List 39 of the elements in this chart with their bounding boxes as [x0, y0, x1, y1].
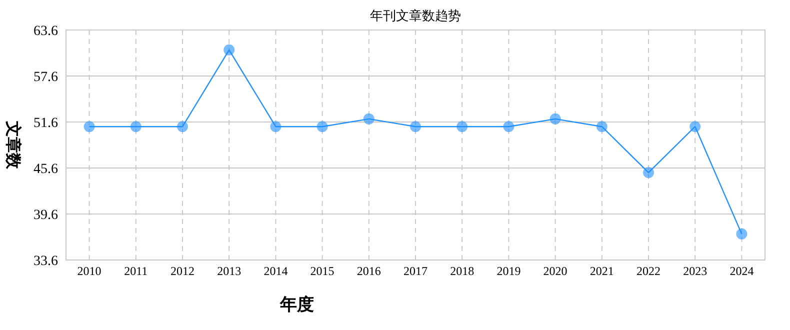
- x-tick-label: 2017: [404, 264, 428, 278]
- x-tick-label: 2019: [496, 264, 521, 278]
- point: [177, 121, 188, 132]
- point: [643, 167, 654, 178]
- point: [503, 121, 514, 132]
- x-tick-label: 2011: [124, 264, 148, 278]
- point: [410, 121, 421, 132]
- y-tick-label: 51.6: [34, 116, 58, 131]
- point: [84, 121, 95, 132]
- x-tick-label: 2022: [636, 264, 660, 278]
- x-tick-label: 2010: [77, 264, 102, 278]
- y-tick-label: 63.6: [34, 24, 58, 39]
- point: [270, 121, 282, 132]
- point: [596, 121, 608, 132]
- y-tick-label: 39.6: [34, 208, 58, 223]
- x-tick-label: 2020: [543, 264, 568, 278]
- x-tick-label: 2013: [217, 264, 242, 278]
- point: [550, 113, 561, 124]
- point: [316, 121, 328, 132]
- y-tick-label: 57.6: [34, 70, 58, 85]
- chart-title: 年刊文章数趋势: [370, 8, 461, 23]
- point: [130, 121, 142, 132]
- x-tick-label: 2012: [170, 264, 194, 278]
- x-tick-label: 2023: [683, 264, 708, 278]
- point: [736, 228, 748, 240]
- point: [363, 113, 374, 124]
- point: [224, 44, 235, 56]
- x-tick-label: 2014: [264, 264, 288, 278]
- x-tick-label: 2016: [356, 264, 381, 278]
- x-tick-label: 2021: [590, 264, 614, 278]
- x-tick-label: 2015: [310, 264, 334, 278]
- y-tick-label: 45.6: [34, 162, 58, 177]
- x-tick-label: 2018: [450, 264, 474, 278]
- x-tick-label: 2024: [730, 264, 754, 278]
- point: [456, 121, 468, 132]
- y-tick-label: 33.6: [34, 254, 58, 269]
- x-axis-title: 年度: [279, 295, 314, 314]
- y-axis-title: 文章数: [4, 120, 22, 170]
- point: [690, 121, 701, 132]
